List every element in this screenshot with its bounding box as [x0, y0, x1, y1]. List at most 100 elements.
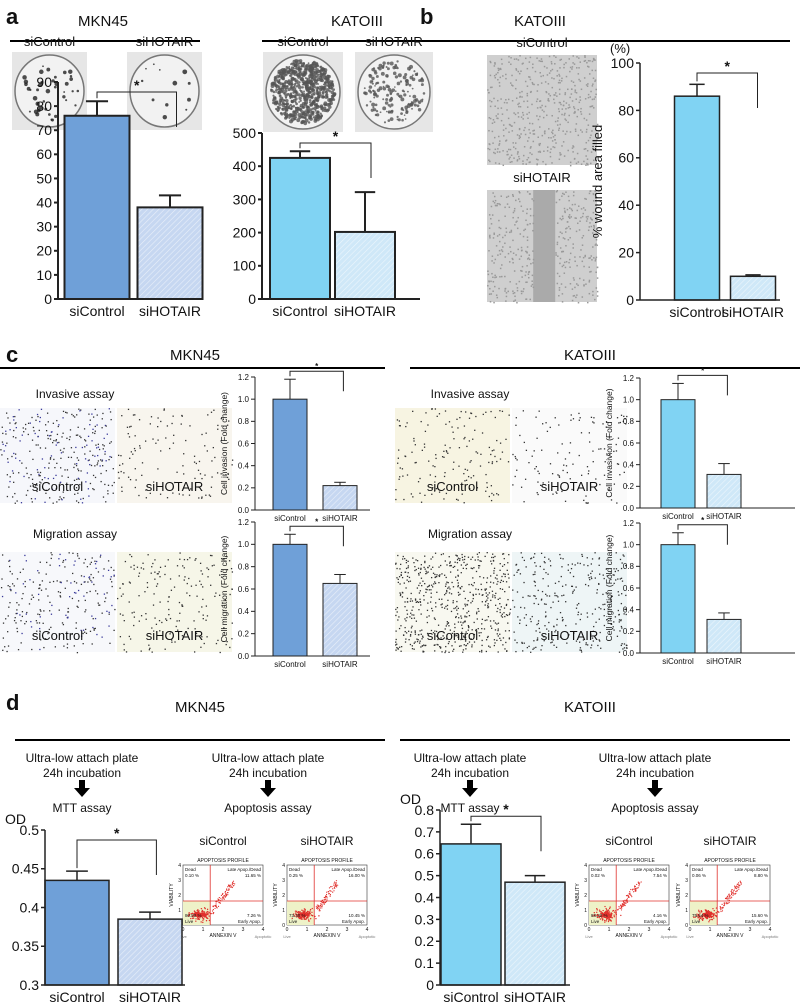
colony: [64, 81, 69, 86]
cell: [595, 239, 598, 241]
colony: [380, 71, 385, 76]
cell: [515, 58, 518, 60]
cell: [154, 559, 156, 561]
event-dot: [198, 912, 200, 914]
cell: [176, 620, 178, 622]
step-text: Ultra-low attach plate: [26, 751, 139, 765]
event-dot: [321, 907, 323, 909]
cell: [620, 644, 622, 647]
event-dot: [315, 917, 317, 920]
cell: [513, 157, 515, 159]
colony: [320, 114, 323, 117]
cell: [171, 639, 173, 641]
cell: [579, 277, 581, 280]
cell: [574, 256, 576, 258]
cell: [590, 90, 592, 93]
cell: [420, 568, 422, 571]
colony: [325, 93, 329, 97]
cell: [564, 458, 567, 460]
panel-title: MKN45: [170, 347, 220, 364]
event-dot: [201, 909, 204, 912]
event-dot: [293, 915, 296, 917]
cell: [14, 453, 17, 455]
cell: [536, 107, 539, 109]
cell: [516, 153, 519, 155]
cell: [517, 70, 520, 73]
cell: [559, 67, 561, 69]
cell: [613, 483, 616, 485]
cell: [484, 555, 486, 558]
cell: [533, 129, 535, 132]
colony: [373, 96, 376, 99]
cell: [439, 564, 442, 567]
cell: [458, 465, 460, 467]
cell: [565, 261, 568, 263]
cell: [412, 496, 414, 498]
cell: [404, 641, 407, 643]
cell: [498, 68, 501, 70]
cell: [592, 200, 595, 202]
cell: [554, 417, 556, 419]
cell: [122, 614, 124, 616]
cell: [494, 555, 496, 558]
cell: [411, 625, 413, 627]
cell: [405, 561, 408, 564]
assay-image: [512, 408, 627, 503]
cell: [113, 481, 115, 484]
cell: [506, 614, 509, 617]
cell: [104, 483, 106, 486]
cell: [494, 148, 497, 151]
colony: [411, 107, 413, 110]
cell: [492, 553, 494, 555]
q-early-value: 4.16 %: [653, 913, 667, 918]
x-tick: 2: [222, 927, 225, 933]
cell: [515, 69, 518, 71]
cell: [463, 558, 466, 561]
cell: [25, 613, 27, 615]
cell: [113, 575, 115, 577]
cell: [19, 614, 21, 616]
cell: [43, 610, 45, 612]
cell: [205, 432, 207, 434]
cell: [431, 408, 433, 410]
event-dot: [634, 888, 636, 890]
event-dot: [201, 911, 203, 913]
colony: [297, 59, 300, 62]
cell: [561, 566, 563, 568]
cell: [574, 84, 576, 87]
cell: [2, 432, 4, 435]
cell: [45, 492, 47, 494]
cell: [618, 619, 621, 621]
colony: [283, 99, 286, 102]
cell: [190, 488, 192, 490]
cell: [39, 416, 41, 419]
cell: [423, 599, 425, 601]
cell: [492, 276, 494, 279]
cell: [102, 465, 104, 467]
cell: [505, 99, 507, 101]
cell: [591, 558, 594, 560]
cell: [596, 592, 598, 594]
cell: [402, 592, 404, 594]
cell: [404, 571, 406, 573]
event-dot: [227, 894, 229, 896]
cell: [88, 413, 90, 415]
cell: [68, 438, 71, 441]
cell: [581, 474, 583, 476]
cell: [496, 578, 498, 580]
cell: [398, 449, 400, 451]
cell: [175, 625, 177, 628]
cell: [526, 208, 529, 210]
cell: [534, 581, 536, 583]
cell: [459, 559, 461, 562]
assay-image: [0, 408, 115, 503]
colony: [303, 90, 305, 93]
cell: [522, 114, 525, 116]
cell: [496, 439, 498, 442]
event-dot: [620, 909, 623, 911]
cell: [457, 569, 459, 571]
colony: [371, 80, 374, 83]
cell: [534, 468, 536, 470]
cell: [562, 141, 565, 143]
cell: [430, 576, 433, 579]
